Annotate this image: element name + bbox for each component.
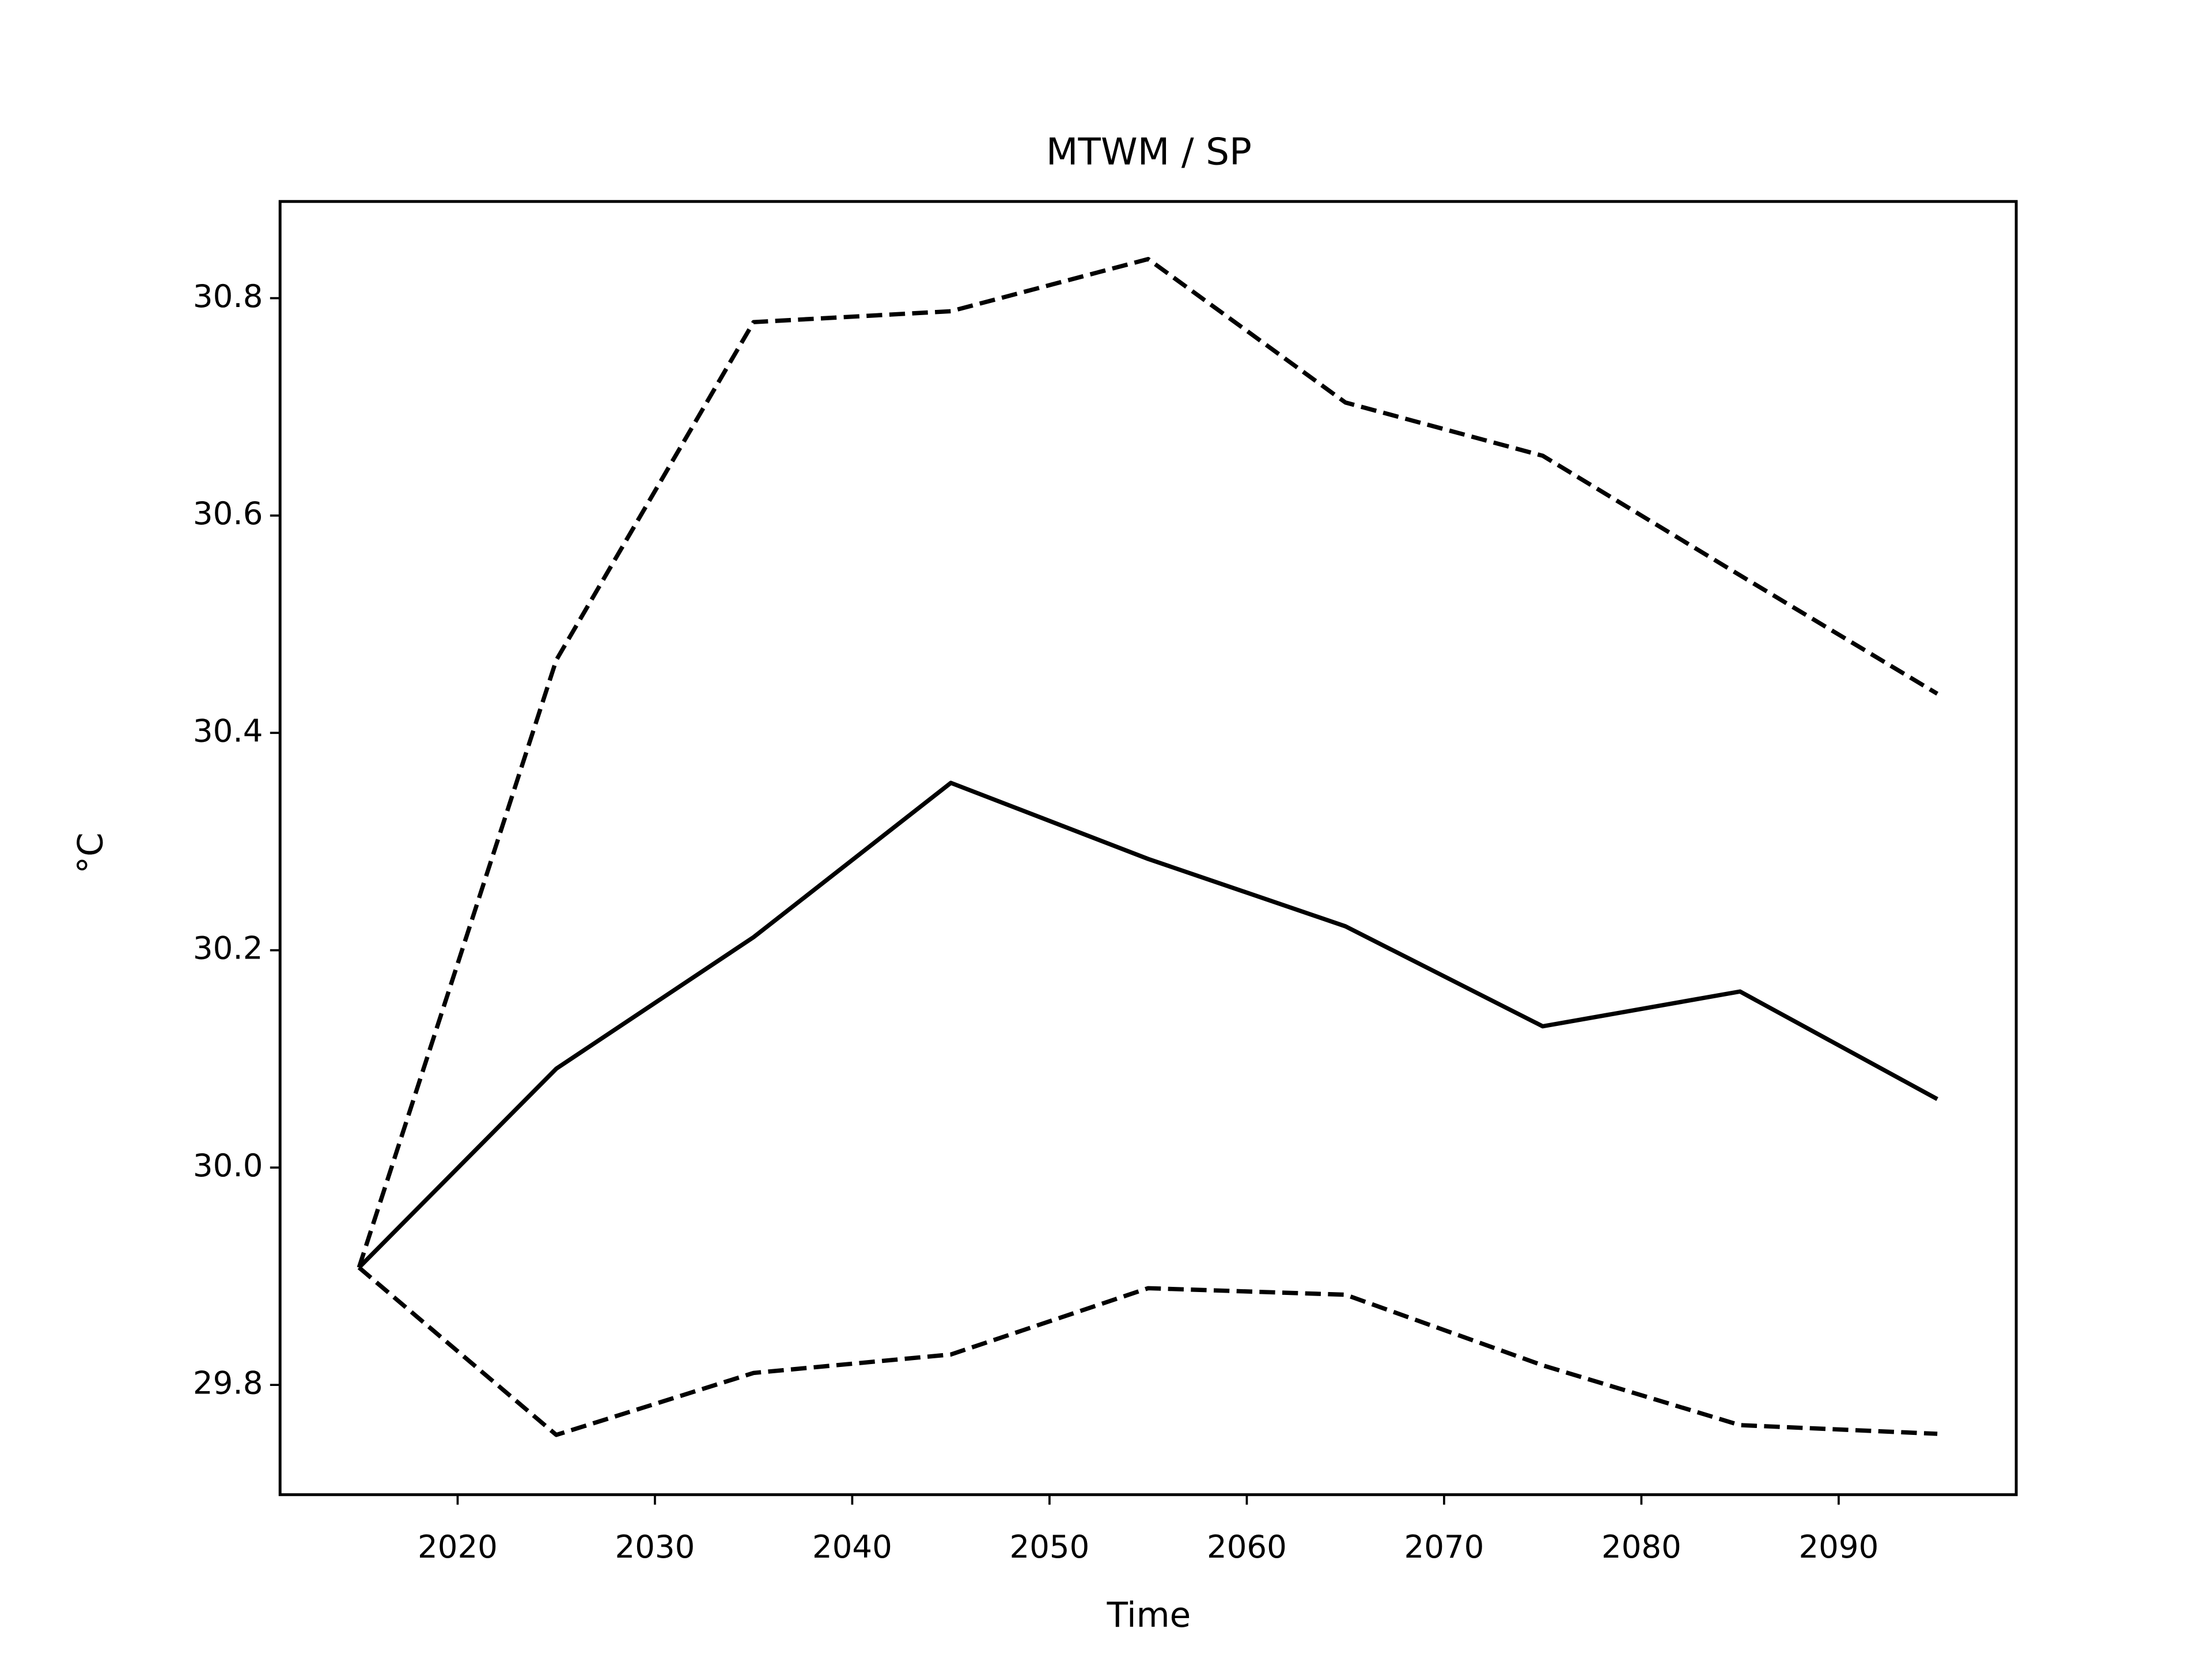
series-line [357,257,1939,1268]
x-tick-label: 2080 [1601,1528,1681,1565]
y-tick-label: 30.4 [193,712,263,749]
chart-title: MTWM / SP [1046,130,1252,173]
series-line [357,781,1938,1270]
series-line [357,1266,1938,1437]
x-tick-label: 2050 [1010,1528,1090,1565]
x-tick-label: 2070 [1404,1528,1484,1565]
plot-frame [278,200,2018,1497]
y-tick-label: 30.2 [193,930,263,967]
y-axis-label: °C [71,832,111,873]
y-tick-label: 30.0 [193,1147,263,1184]
y-tick-label: 30.6 [193,495,263,532]
x-tick-label: 2090 [1798,1528,1878,1565]
x-tick-label: 2020 [418,1528,498,1565]
x-tick-label: 2040 [812,1528,892,1565]
x-tick-label: 2030 [615,1528,695,1565]
x-tick-label: 2060 [1207,1528,1287,1565]
y-tick-label: 30.8 [193,278,263,315]
x-axis-label: Time [1107,1596,1191,1635]
y-tick-label: 29.8 [193,1364,263,1401]
